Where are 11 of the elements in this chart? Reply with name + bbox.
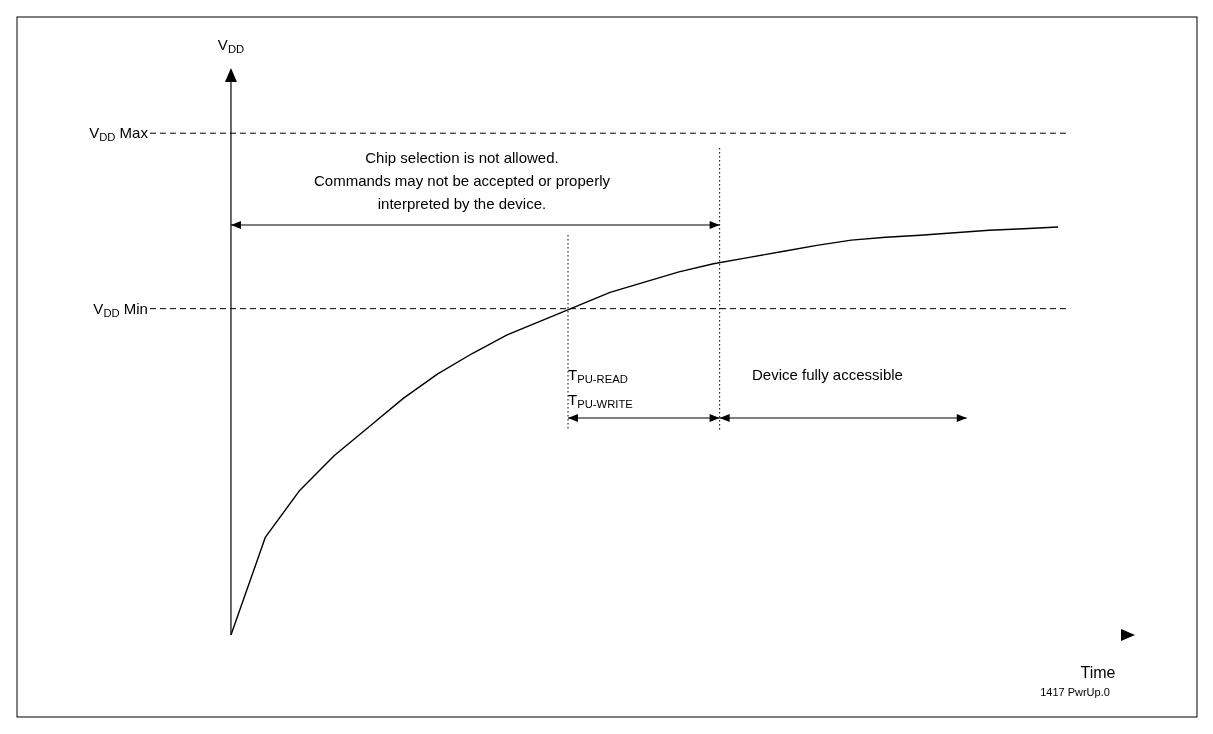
ref-line-label: V$_{DD}$ Max (89, 124, 149, 143)
annotation: Device fully accessible (752, 366, 903, 383)
text: Chip selection is not allowed. (365, 149, 559, 166)
text: 1417 PwrUp.0 (1040, 686, 1110, 698)
annotation: T$_{PU-READ}$ (568, 366, 628, 385)
x-axis-title: Time (1080, 664, 1116, 681)
ref-line-label: V$_{DD}$ Min (93, 299, 148, 319)
text: V$_{DD}$ (217, 36, 245, 55)
annotation: T$_{PU-WRITE}$ (568, 391, 634, 410)
text: Commands may not be accepted or properly (314, 172, 611, 189)
text: interpreted by the device. (377, 195, 547, 212)
